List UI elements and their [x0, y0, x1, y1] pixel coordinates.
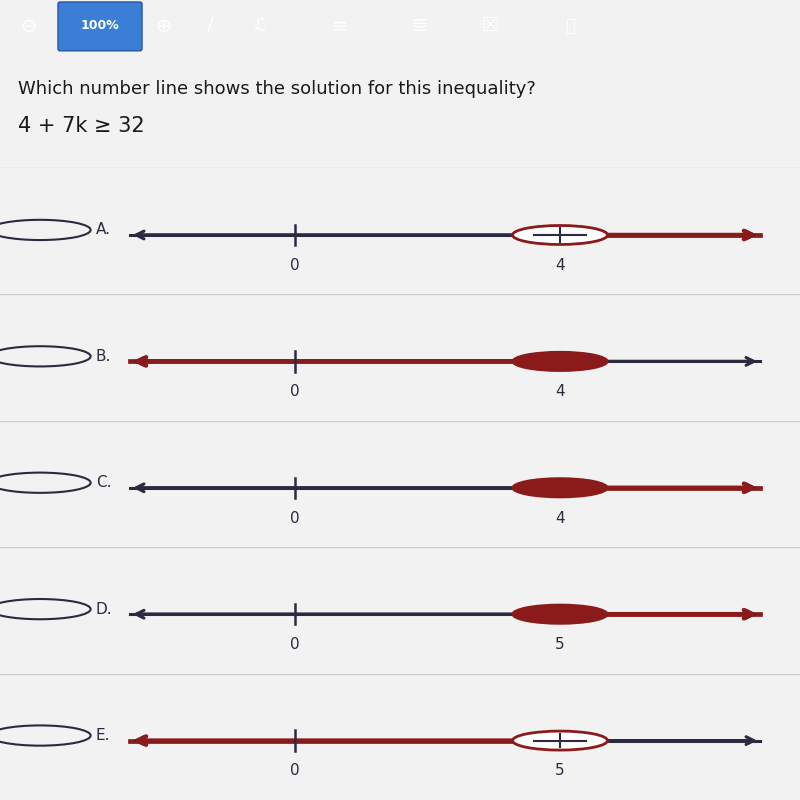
- Text: E.: E.: [96, 728, 110, 743]
- Text: /: /: [206, 17, 214, 35]
- Text: ⊕: ⊕: [155, 17, 171, 35]
- Text: 100%: 100%: [81, 19, 119, 33]
- Text: 0: 0: [290, 510, 300, 526]
- Text: 4 + 7k ≥ 32: 4 + 7k ≥ 32: [18, 116, 145, 136]
- Text: 4: 4: [555, 258, 565, 273]
- Ellipse shape: [513, 226, 607, 245]
- Text: 0: 0: [290, 258, 300, 273]
- Text: C.: C.: [96, 475, 111, 490]
- Ellipse shape: [513, 352, 607, 371]
- Text: 5: 5: [555, 763, 565, 778]
- Text: ☒: ☒: [482, 17, 498, 35]
- Text: 0: 0: [290, 763, 300, 778]
- Text: 4: 4: [555, 384, 565, 399]
- Text: A.: A.: [96, 222, 110, 238]
- Text: ≡: ≡: [332, 17, 348, 35]
- Ellipse shape: [513, 478, 607, 498]
- Text: D.: D.: [96, 602, 112, 617]
- Text: ⬛: ⬛: [565, 17, 575, 35]
- Text: ⊖: ⊖: [20, 17, 36, 35]
- Text: 4: 4: [555, 510, 565, 526]
- Text: Which number line shows the solution for this inequality?: Which number line shows the solution for…: [18, 80, 536, 98]
- Text: 0: 0: [290, 637, 300, 652]
- Text: B.: B.: [96, 349, 111, 364]
- Ellipse shape: [513, 605, 607, 624]
- Text: 0: 0: [290, 384, 300, 399]
- Text: 5: 5: [555, 637, 565, 652]
- Text: ≣: ≣: [412, 17, 428, 35]
- FancyBboxPatch shape: [58, 2, 142, 51]
- Ellipse shape: [513, 731, 607, 750]
- Text: ℒ: ℒ: [254, 17, 266, 35]
